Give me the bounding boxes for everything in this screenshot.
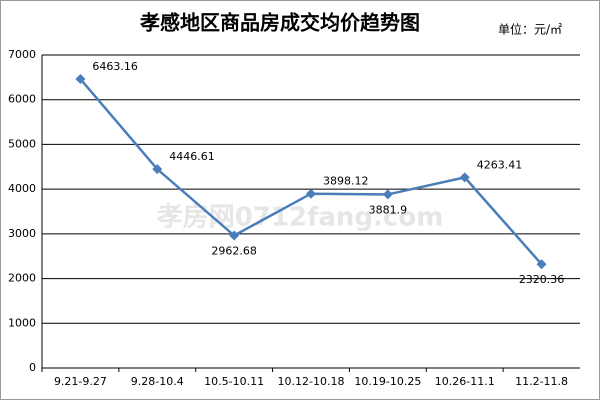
- marker: [382, 189, 393, 200]
- marker: [75, 74, 86, 85]
- marker: [306, 188, 316, 199]
- x-tick-label: 11.2-11.8: [515, 375, 568, 388]
- data-label: 2962.68: [211, 245, 257, 258]
- x-tick-label: 10.5-10.11: [204, 375, 264, 388]
- y-tick-label: 2000: [8, 272, 36, 285]
- x-tick-label: 10.26-11.1: [435, 375, 495, 388]
- x-tick-label: 10.19-10.25: [354, 375, 421, 388]
- marker: [229, 230, 240, 241]
- marker: [536, 259, 547, 270]
- y-tick-label: 3000: [8, 227, 36, 240]
- x-tick-label: 9.28-10.4: [131, 375, 184, 388]
- data-label: 3898.12: [323, 175, 369, 188]
- y-tick-label: 6000: [8, 93, 36, 106]
- marker: [152, 164, 163, 175]
- data-label: 3881.9: [369, 203, 408, 216]
- y-tick-label: 1000: [8, 316, 36, 329]
- unit-note: 单位：元/㎡: [498, 22, 562, 37]
- y-tick-label: 0: [29, 361, 36, 374]
- x-tick-label: 10.12-10.18: [278, 375, 345, 388]
- data-label: 2320.36: [519, 273, 565, 286]
- y-tick-label: 7000: [8, 48, 36, 61]
- x-tick-label: 9.21-9.27: [54, 375, 107, 388]
- data-label: 6463.16: [92, 60, 138, 73]
- chart-title: 孝感地区商品房成交均价趋势图: [139, 11, 420, 35]
- data-label: 4263.41: [477, 158, 523, 171]
- y-tick-label: 4000: [8, 182, 36, 195]
- watermark: 孝房网0712fang.com: [157, 202, 444, 233]
- y-tick-label: 5000: [8, 137, 36, 150]
- marker: [459, 172, 470, 183]
- data-label: 4446.61: [169, 150, 215, 163]
